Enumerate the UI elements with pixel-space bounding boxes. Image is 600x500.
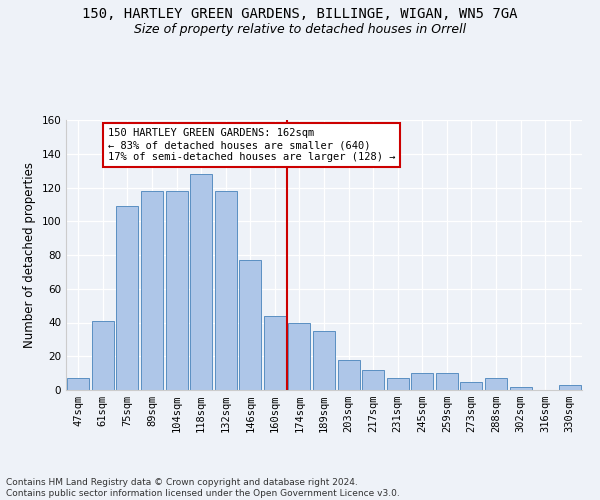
Bar bbox=[436, 373, 458, 390]
Bar bbox=[190, 174, 212, 390]
Bar bbox=[215, 191, 237, 390]
Text: Size of property relative to detached houses in Orrell: Size of property relative to detached ho… bbox=[134, 22, 466, 36]
Bar bbox=[67, 378, 89, 390]
Bar bbox=[313, 331, 335, 390]
Bar bbox=[166, 191, 188, 390]
Bar bbox=[92, 321, 114, 390]
Bar bbox=[239, 260, 262, 390]
Bar bbox=[460, 382, 482, 390]
Bar bbox=[141, 191, 163, 390]
Y-axis label: Number of detached properties: Number of detached properties bbox=[23, 162, 36, 348]
Bar bbox=[362, 370, 384, 390]
Bar bbox=[485, 378, 507, 390]
Bar bbox=[338, 360, 359, 390]
Bar bbox=[509, 386, 532, 390]
Bar bbox=[386, 378, 409, 390]
Text: Contains HM Land Registry data © Crown copyright and database right 2024.
Contai: Contains HM Land Registry data © Crown c… bbox=[6, 478, 400, 498]
Bar bbox=[116, 206, 139, 390]
Text: 150 HARTLEY GREEN GARDENS: 162sqm
← 83% of detached houses are smaller (640)
17%: 150 HARTLEY GREEN GARDENS: 162sqm ← 83% … bbox=[108, 128, 395, 162]
Bar bbox=[264, 316, 286, 390]
Bar bbox=[411, 373, 433, 390]
Text: 150, HARTLEY GREEN GARDENS, BILLINGE, WIGAN, WN5 7GA: 150, HARTLEY GREEN GARDENS, BILLINGE, WI… bbox=[82, 8, 518, 22]
Bar bbox=[289, 322, 310, 390]
Bar bbox=[559, 385, 581, 390]
